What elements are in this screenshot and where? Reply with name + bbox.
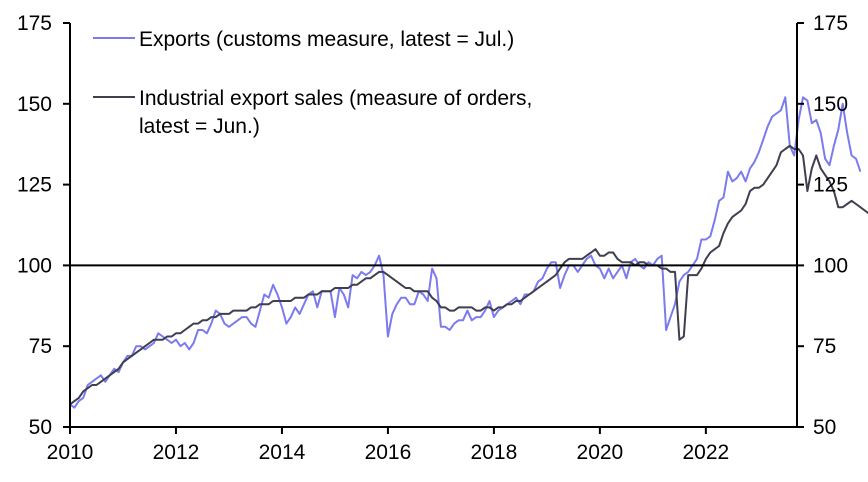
series-layer [69, 96, 868, 409]
legend-label-industrial-line2: latest = Jun.) [139, 115, 260, 138]
y-ticks: 50 50 75 75 100 100 125 125 150 150 175 175 [17, 12, 848, 439]
x-ticks: 2010 2012 2014 2016 2018 2020 2022 [47, 427, 730, 464]
y-tick-label-right: 75 [813, 335, 836, 358]
y-tick-label-left: 175 [17, 12, 52, 35]
series-line-industrial-export-sales [69, 144, 868, 406]
x-tick-label: 2018 [471, 441, 518, 464]
y-tick-label-left: 125 [17, 174, 52, 197]
y-tick-label-right: 150 [813, 93, 848, 116]
x-tick-label: 2014 [259, 441, 306, 464]
y-tick-label-right: 100 [813, 254, 848, 277]
x-tick-label: 2022 [683, 441, 730, 464]
legend: Exports (customs measure, latest = Jul.)… [93, 28, 532, 138]
y-tick-label-left: 50 [29, 416, 52, 439]
x-tick-label: 2010 [47, 441, 94, 464]
y-tick-label-left: 100 [17, 254, 52, 277]
y-tick-label-right: 50 [813, 416, 836, 439]
y-tick-label-left: 75 [29, 335, 52, 358]
legend-label-exports: Exports (customs measure, latest = Jul.) [139, 28, 514, 51]
x-tick-label: 2012 [153, 441, 200, 464]
x-tick-label: 2016 [365, 441, 412, 464]
legend-label-industrial-line1: Industrial export sales (measure of orde… [139, 87, 532, 110]
y-tick-label-left: 150 [17, 93, 52, 116]
x-tick-label: 2020 [577, 441, 624, 464]
series-line-exports [69, 96, 862, 409]
y-tick-label-right: 175 [813, 12, 848, 35]
y-tick-label-right: 125 [813, 174, 848, 197]
